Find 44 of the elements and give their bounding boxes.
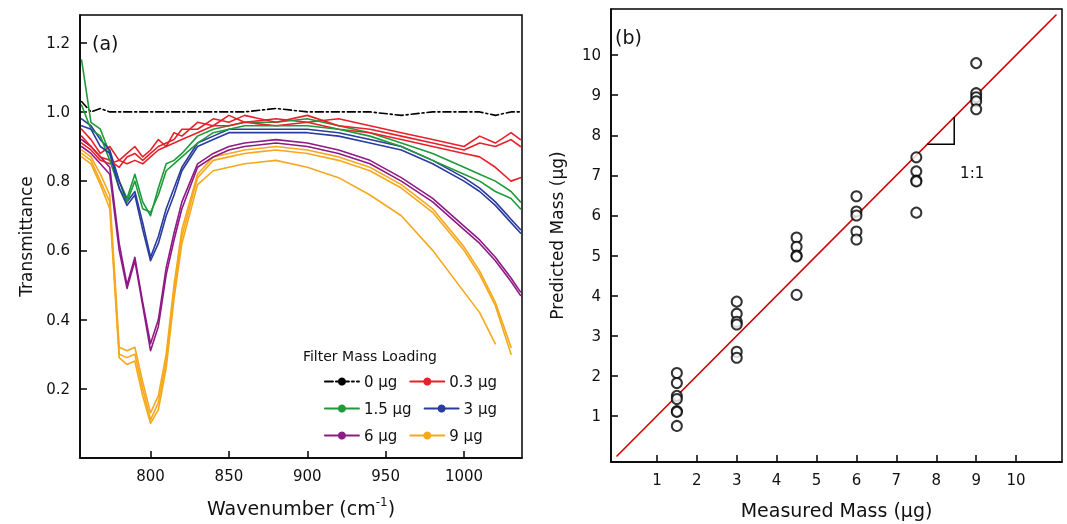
y-tick-label: 1.2 [46,33,70,52]
y-tick-label: 1.0 [46,102,70,121]
legend-label: 6 µg [363,426,398,445]
x-tick-label: 4 [771,470,782,489]
y-tick-label: 8 [591,126,601,145]
y-axis-title: Transmittance [15,176,36,298]
y-tick-label: 10 [581,46,601,65]
y-tick-label: 5 [591,246,601,265]
legend-label: 3 µg [463,399,498,418]
x-tick-label: 7 [891,470,902,489]
y-tick-label: 4 [591,286,601,305]
legend-label: 0 µg [363,372,398,391]
x-axis-title: Measured Mass (µg) [740,498,933,521]
y-tick-label: 7 [591,166,601,185]
legend-label: 9 µg [449,426,483,445]
x-tick-label: 9 [971,470,981,489]
legend-label: 1.5 µg [363,399,412,418]
y-tick-label: 0.2 [46,379,70,398]
annotation: (a) [92,31,119,54]
y-tick-label: 1 [591,406,601,425]
x-tick-label: 2 [692,470,702,489]
y-tick-label: 3 [591,326,601,345]
legend-label: 0.3 µg [449,372,498,391]
x-tick-label: 3 [731,470,742,489]
x-tick-label: 1000 [444,466,484,485]
y-tick-label: 0.6 [46,241,70,260]
x-tick-label: 850 [214,466,244,485]
x-tick-label: 8 [931,470,942,489]
x-tick-label: 900 [292,466,322,485]
annotation: 1:1 [960,164,985,183]
y-tick-label: 9 [591,86,601,105]
y-tick-label: 0.8 [46,172,70,191]
x-tick-label: 950 [371,466,400,485]
x-tick-label: 1 [652,470,662,489]
y-axis-title: Predicted Mass (µg) [546,151,567,320]
y-tick-label: 2 [591,366,601,385]
annotation: (b) [615,25,642,48]
x-tick-label: 800 [136,466,165,485]
legend-title: Filter Mass Loading [302,348,438,364]
y-tick-label: 0.4 [46,310,70,329]
x-tick-label: 6 [851,470,862,489]
x-tick-label: 5 [811,470,822,489]
x-tick-label: 10 [1006,470,1026,489]
y-tick-label: 6 [591,206,601,225]
